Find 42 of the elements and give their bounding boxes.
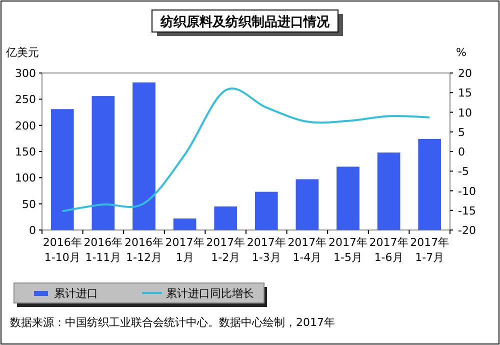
y2-tick-label: 20 xyxy=(458,67,472,80)
y-tick-label: 0 xyxy=(29,224,36,237)
x-tick-label: 2017年 1-6月 xyxy=(369,236,408,264)
y2-tick-label: -20 xyxy=(458,224,476,237)
y2-tick-label: 0 xyxy=(458,146,465,158)
x-tick-label: 2016年 1-11月 xyxy=(84,236,123,264)
x-tick-label: 2017年 1-3月 xyxy=(246,236,286,264)
y2-tick-label: 10 xyxy=(458,106,472,120)
y-tick-label: 50 xyxy=(22,198,36,211)
y-tick-label: 300 xyxy=(15,67,36,80)
bar xyxy=(92,96,115,230)
bar xyxy=(173,218,196,230)
chart-title: 纺织原料及纺织制品进口情况 xyxy=(160,14,330,30)
x-tick-label: 2017年 1-2月 xyxy=(206,236,246,264)
bar xyxy=(336,166,360,230)
bar xyxy=(296,179,319,230)
source-note: 数据来源：中国纺织工业联合会统计中心。数据中心绘制，2017年 xyxy=(10,316,335,329)
bar xyxy=(377,152,400,230)
legend-label: 累计进口 xyxy=(54,287,98,300)
y2-tick-label: -5 xyxy=(458,165,469,178)
x-tick-label: 2017年 1月 xyxy=(165,236,204,264)
bar xyxy=(214,206,238,230)
y2-tick-label: 15 xyxy=(458,86,472,100)
y2-axis-title: % xyxy=(456,46,466,59)
y-tick-label: 250 xyxy=(15,93,36,106)
y-tick-label: 150 xyxy=(15,146,36,158)
y-tick-label: 100 xyxy=(15,172,36,185)
x-tick-label: 2017年 1-5月 xyxy=(328,236,368,264)
y-tick-label: 200 xyxy=(15,119,36,132)
y-axis-title: 亿美元 xyxy=(5,46,39,59)
x-tick-label: 2016年 1-12月 xyxy=(124,236,164,264)
x-tick-label: 2017年 1-7月 xyxy=(410,236,450,264)
x-tick-label: 2017年 1-4月 xyxy=(288,236,327,264)
legend-label: 累计进口同比增长 xyxy=(166,287,254,300)
y2-tick-label: 5 xyxy=(458,126,465,139)
y2-tick-label: -15 xyxy=(458,204,476,218)
x-tick-label: 2016年 1-10月 xyxy=(42,236,82,264)
bar xyxy=(132,82,156,230)
bar xyxy=(50,109,74,230)
y2-tick-label: -10 xyxy=(458,184,476,198)
bar xyxy=(418,138,442,230)
bar xyxy=(254,192,278,230)
